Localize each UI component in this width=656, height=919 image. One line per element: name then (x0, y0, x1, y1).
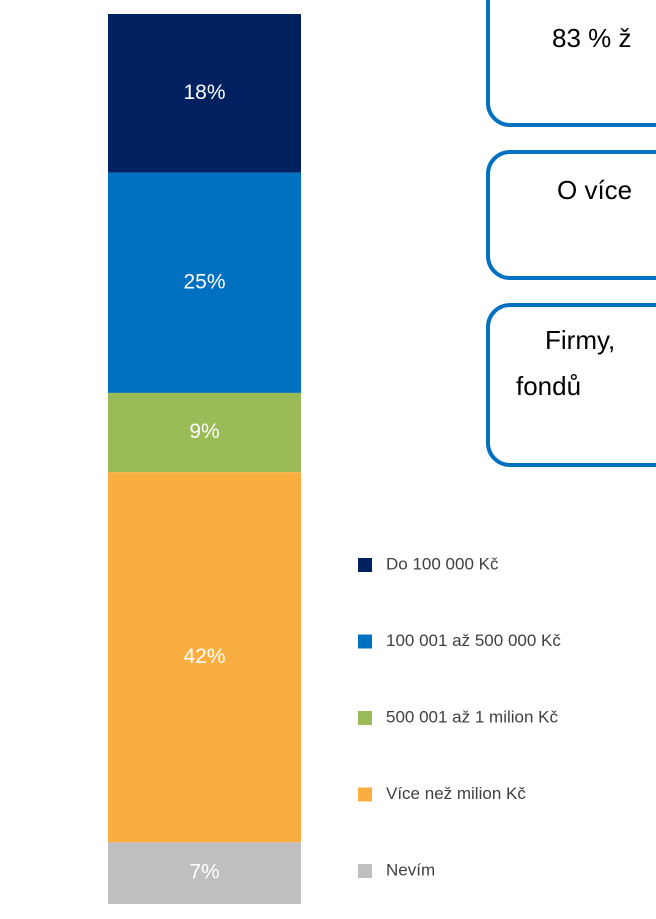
value-label: 7% (189, 861, 219, 884)
bar-segment (108, 842, 301, 904)
annotation-box (486, 303, 656, 467)
annotation-box (486, 0, 656, 127)
annotation-text: fondů (516, 371, 581, 401)
value-label: 18% (183, 81, 225, 104)
legend-swatch (358, 634, 372, 649)
legend-swatch (358, 787, 372, 802)
annotation-text: 83 % ž (552, 23, 632, 53)
bar-segment (108, 472, 301, 843)
annotation-text: O více (557, 175, 632, 205)
value-label: 25% (183, 270, 225, 293)
legend-swatch (358, 711, 372, 725)
legend-label: 100 001 až 500 000 Kč (386, 631, 561, 650)
legend-label: Více než milion Kč (386, 784, 526, 803)
value-label: 9% (189, 420, 219, 443)
bar-segment (108, 392, 301, 473)
legend-swatch (358, 558, 372, 572)
legend-label: Nevím (386, 860, 435, 879)
value-label: 42% (183, 645, 225, 668)
annotation-box (486, 150, 656, 280)
bar-segment (108, 172, 301, 393)
legend-swatch (358, 864, 372, 878)
annotation-text: Firmy, (545, 325, 615, 355)
legend-label: 500 001 až 1 milion Kč (386, 707, 558, 726)
legend-label: Do 100 000 Kč (386, 554, 499, 573)
bar-segment (108, 14, 301, 173)
